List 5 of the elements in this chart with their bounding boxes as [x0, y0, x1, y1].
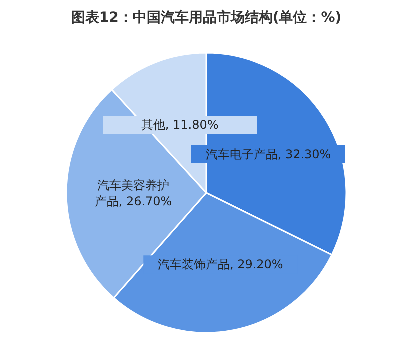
- slice-label: 汽车美容养护产品, 26.70%: [94, 178, 172, 209]
- chart-title: 图表12：中国汽车用品市场结构(单位：%): [71, 9, 342, 26]
- slice-label: 其他, 11.80%: [141, 118, 219, 132]
- slice-label: 汽车电子产品, 32.30%: [206, 148, 332, 162]
- slice-label: 汽车装饰产品, 29.20%: [158, 258, 284, 272]
